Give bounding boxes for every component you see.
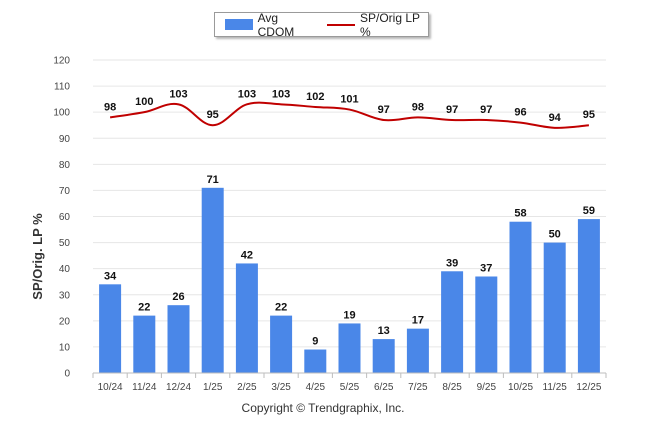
x-tick-label: 11/25 <box>543 382 568 393</box>
line-data-label: 103 <box>169 88 187 100</box>
x-tick-label: 9/25 <box>477 382 497 393</box>
bar-data-label: 59 <box>583 205 595 217</box>
bar-data-label: 13 <box>378 325 390 337</box>
y-tick-label: 100 <box>53 108 70 119</box>
legend-bar-label: Avg CDOM <box>257 10 295 39</box>
bar <box>372 339 395 373</box>
y-tick-label: 0 <box>64 369 70 380</box>
bar <box>133 315 156 373</box>
legend-bar-swatch <box>225 19 253 30</box>
bar-series-cdom <box>99 187 600 373</box>
y-tick-label: 30 <box>59 290 71 301</box>
bar <box>167 305 190 373</box>
line-series-sp-orig-lp <box>109 101 589 129</box>
bar <box>270 315 293 373</box>
y-tick-label: 90 <box>59 134 71 145</box>
bar-data-label: 9 <box>312 336 318 348</box>
y-tick-label: 70 <box>59 186 71 197</box>
chart-legend: Avg CDOM SP/Orig LP % <box>214 10 429 39</box>
line-data-label: 98 <box>104 101 116 113</box>
x-tick-label: 11/24 <box>132 382 157 393</box>
y-tick-label: 60 <box>59 212 71 223</box>
line-data-label: 100 <box>135 96 153 108</box>
bar-data-label: 22 <box>275 302 287 314</box>
bar-data-label: 22 <box>138 302 150 314</box>
line-data-label: 103 <box>238 88 256 100</box>
y-tick-label: 50 <box>59 238 71 249</box>
y-tick-label: 80 <box>59 160 71 171</box>
line-data-label: 94 <box>549 112 562 124</box>
bar <box>577 219 600 373</box>
bar-data-label: 19 <box>343 309 355 321</box>
axes: 0 10 20 30 40 50 60 70 80 90 100 110 120 10/24 11/24 12… <box>30 56 607 393</box>
bar <box>235 263 258 373</box>
bar <box>543 242 566 373</box>
x-tick-label: 3/25 <box>271 382 291 393</box>
y-tick-label: 40 <box>59 264 71 275</box>
bar <box>201 187 224 373</box>
bar <box>406 328 429 373</box>
x-tick-label: 1/25 <box>203 382 223 393</box>
legend-line-swatch <box>327 23 355 26</box>
line-data-label: 95 <box>583 109 595 121</box>
bar-data-label: 71 <box>207 174 219 186</box>
x-tick-label: 5/25 <box>340 382 360 393</box>
bar <box>441 271 464 373</box>
bar <box>99 284 122 373</box>
bar <box>338 323 361 373</box>
bar <box>304 349 327 373</box>
bar-data-label: 42 <box>241 249 253 261</box>
x-tick-label: 8/25 <box>442 382 462 393</box>
x-tick-label: 12/24 <box>166 382 191 393</box>
line-data-label: 97 <box>378 104 390 116</box>
y-axis-label: SP/Orig. LP % <box>30 213 45 300</box>
x-tick-label: 12/25 <box>576 382 601 393</box>
copyright-text: Copyright © Trendgraphix, Inc. <box>241 401 405 415</box>
bar-data-label: 58 <box>514 208 526 220</box>
y-tick-label: 10 <box>59 342 71 353</box>
data-labels: 34 22 26 71 42 22 9 19 13 17 39 37 58 50 59 98 100 103 95 1… <box>104 88 595 347</box>
line-data-label: 103 <box>272 88 290 100</box>
x-tick-label: 2/25 <box>237 382 257 393</box>
y-tick-label: 20 <box>59 316 71 327</box>
x-tick-label: 10/25 <box>508 382 533 393</box>
bar <box>509 221 532 373</box>
line-data-label: 97 <box>446 104 458 116</box>
bar-data-label: 26 <box>172 291 184 303</box>
bar-data-label: 37 <box>480 262 492 274</box>
line-data-label: 101 <box>340 94 358 106</box>
line-data-label: 96 <box>514 107 526 119</box>
line-data-label: 98 <box>412 101 424 113</box>
line-data-label: 95 <box>207 109 219 121</box>
x-tick-label: 4/25 <box>306 382 326 393</box>
sp-orig-lp-line <box>109 101 589 129</box>
x-tick-label: 7/25 <box>408 382 428 393</box>
x-tick-label: 6/25 <box>374 382 394 393</box>
y-tick-label: 120 <box>53 56 70 67</box>
line-data-label: 102 <box>306 91 324 103</box>
bar <box>475 276 498 373</box>
legend-line-label: SP/Orig LP % <box>360 10 420 39</box>
line-data-label: 97 <box>480 104 492 116</box>
y-tick-label: 110 <box>54 82 70 93</box>
bar-data-label: 34 <box>104 270 117 282</box>
x-tick-label: 10/24 <box>98 382 123 393</box>
bar-data-label: 50 <box>549 229 561 241</box>
bar-data-label: 39 <box>446 257 458 269</box>
bar-data-label: 17 <box>412 315 424 327</box>
